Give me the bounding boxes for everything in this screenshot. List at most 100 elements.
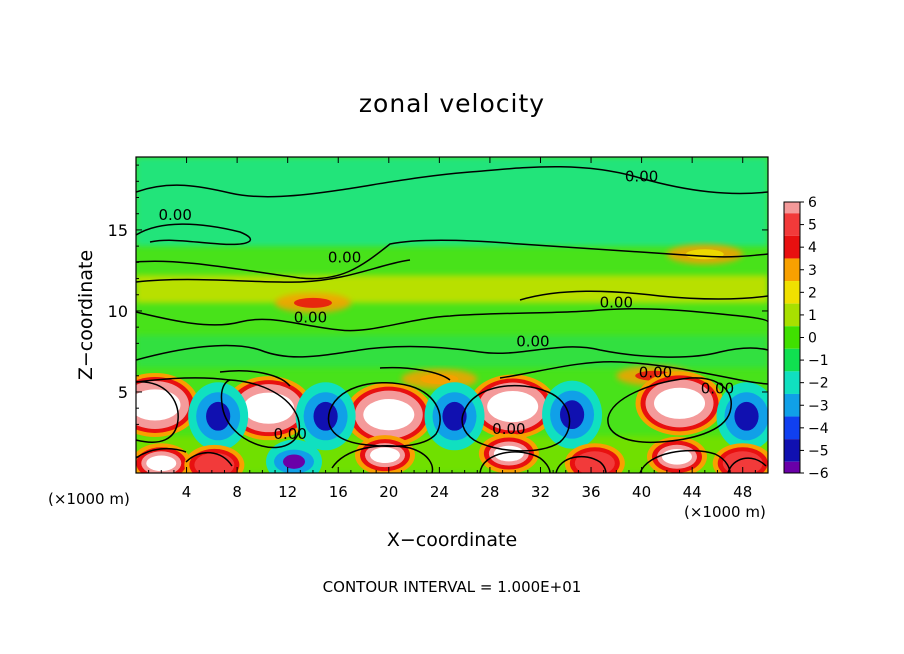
field-band-7km <box>136 335 768 368</box>
colorbar-swatch <box>784 393 800 417</box>
contour-line-cell-d <box>461 384 571 452</box>
chart-title: zonal velocity <box>359 89 545 118</box>
colorbar-swatch <box>784 303 800 327</box>
positive-cell-core <box>146 455 177 472</box>
positive-cell-core <box>363 399 415 431</box>
positive-cell-core <box>370 447 401 463</box>
field-band-upper <box>136 157 768 247</box>
contour-line-15km <box>136 223 252 246</box>
contour-label: 0.00 <box>600 294 633 312</box>
positive-cell <box>722 451 763 473</box>
negative-cell <box>442 401 467 431</box>
positive-cell-core <box>136 389 181 421</box>
colorbar-swatch <box>784 281 800 304</box>
contour-label: 0.00 <box>492 420 525 438</box>
colorbar-tick-label: 1 <box>808 308 817 324</box>
colorbar-swatch <box>784 258 800 282</box>
positive-cell-core <box>654 387 706 419</box>
colorbar-swatch <box>784 439 800 462</box>
x-tick-label: 16 <box>329 483 348 501</box>
x-tick-label: 32 <box>531 483 550 501</box>
y-tick-label: 15 <box>108 221 128 240</box>
y-axis-ticks: 5 10 15 <box>108 164 768 458</box>
x-unit-left: (×1000 m) <box>48 490 130 508</box>
x-tick-label: 12 <box>278 483 297 501</box>
contour-label: 0.00 <box>701 380 734 398</box>
contour-line-9km <box>519 290 768 301</box>
contour-line-cell-c <box>327 381 441 447</box>
y-tick-label: 5 <box>118 383 128 402</box>
positive-cell-core <box>243 392 295 424</box>
y-axis-label: Z−coordinate <box>75 250 97 380</box>
x-axis-label: X−coordinate <box>387 529 517 551</box>
colorbar-swatch <box>784 416 800 440</box>
positive-cell <box>574 451 615 473</box>
jet-core <box>685 249 724 260</box>
contour-labels: 0.00 0.00 0.00 0.00 0.00 0.00 0.00 0.00 0.00 0.00 <box>158 167 734 443</box>
heatmap-field: 0.00 0.00 0.00 0.00 0.00 0.00 0.00 0.00 0.00 0.00 <box>136 157 768 473</box>
colorbar-swatch <box>784 213 800 236</box>
colorbar-swatch <box>784 202 800 214</box>
colorbar-tick-label: −1 <box>808 353 829 369</box>
colorbar-tick-label: −4 <box>808 421 829 437</box>
negative-cell <box>734 401 759 431</box>
x-axis-ticks: 4 8 12 16 20 24 28 32 36 40 44 48 <box>148 157 756 501</box>
colorbar-swatch <box>784 235 800 259</box>
contour-line-10km <box>136 307 768 332</box>
contour-lines <box>136 166 768 473</box>
contour-line-6km <box>136 361 768 385</box>
contour-line-cell-b <box>220 379 301 449</box>
contour-label: 0.00 <box>328 248 361 266</box>
contour-line-cell-a <box>136 381 179 443</box>
contour-line-upper <box>136 166 768 198</box>
colorbar-swatch <box>784 461 800 473</box>
positive-cell-core <box>487 390 539 423</box>
x-unit-right: (×1000 m) <box>684 503 766 521</box>
colorbar-swatch <box>784 348 800 372</box>
contour-label: 0.00 <box>158 206 191 224</box>
contour-label: 0.00 <box>639 363 672 381</box>
contour-interval-note: CONTOUR INTERVAL = 1.000E+01 <box>323 578 582 596</box>
colorbar-tick-label: −5 <box>808 443 829 459</box>
colorbar-tick-label: 5 <box>808 218 817 234</box>
x-tick-label: 40 <box>632 483 651 501</box>
contour-line-bottom <box>136 445 767 473</box>
colorbar-tick-label: 3 <box>808 263 817 279</box>
contour-line-13km <box>136 239 768 280</box>
negative-cell <box>283 454 305 469</box>
negative-cell <box>206 401 231 431</box>
contour-label: 0.00 <box>516 333 549 351</box>
velocity-cells <box>136 244 768 473</box>
x-tick-label: 4 <box>182 483 192 501</box>
x-tick-label: 28 <box>480 483 499 501</box>
contour-label: 0.00 <box>294 308 327 326</box>
colorbar-tick-label: −6 <box>808 466 829 482</box>
colorbar-tick-label: 0 <box>808 331 817 347</box>
x-tick-label: 8 <box>232 483 242 501</box>
x-tick-label: 24 <box>430 483 449 501</box>
x-tick-label: 48 <box>733 483 752 501</box>
x-tick-label: 36 <box>581 483 600 501</box>
contour-line-cell-e <box>607 377 732 444</box>
jet-core <box>293 297 332 308</box>
y-tick-label: 10 <box>108 302 128 321</box>
colorbar-tick-label: 6 <box>808 195 817 211</box>
contour-line-8km <box>136 344 768 361</box>
jet-core <box>420 374 459 385</box>
colorbar-swatch <box>784 326 800 349</box>
x-tick-label: 44 <box>683 483 702 501</box>
colorbar-tick-label: −3 <box>808 398 829 414</box>
field-band-12km <box>136 275 768 303</box>
contour-label: 0.00 <box>274 425 307 443</box>
contour-line-12km <box>136 259 411 283</box>
negative-cell <box>313 401 338 431</box>
colorbar-tick-label: −2 <box>808 376 829 392</box>
contour-label: 0.00 <box>625 167 658 185</box>
x-tick-label: 20 <box>379 483 398 501</box>
colorbar-tick-label: 4 <box>808 240 817 256</box>
contour-line-7km <box>219 366 451 387</box>
colorbar-swatch <box>784 371 800 394</box>
colorbar-tick-label: 2 <box>808 285 817 301</box>
colorbar: 6 5 4 3 2 1 0 −1 −2 −3 −4 −5 −6 <box>783 195 829 482</box>
